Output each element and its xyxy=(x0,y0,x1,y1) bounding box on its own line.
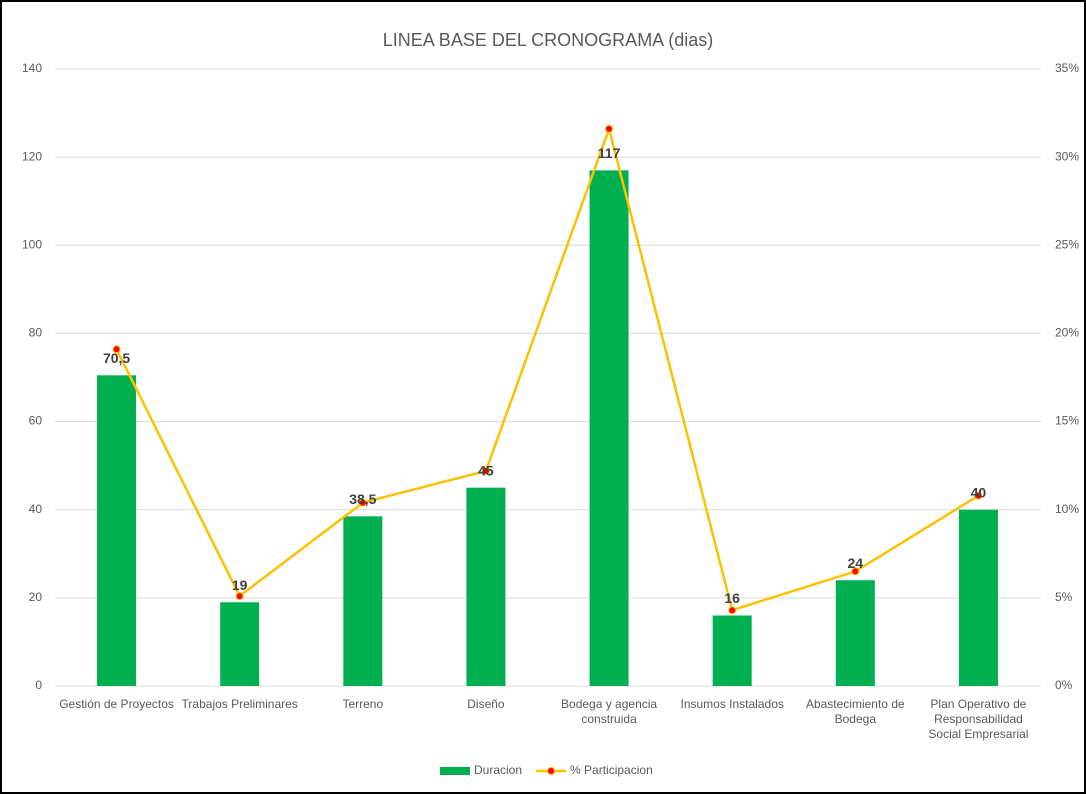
y-tick-label: 0 xyxy=(35,678,42,692)
bar xyxy=(343,516,383,686)
line-marker xyxy=(235,592,244,601)
y2-tick-label: 30% xyxy=(1055,149,1079,163)
y-tick-label: 140 xyxy=(22,61,42,75)
y2-tick-label: 35% xyxy=(1055,61,1079,75)
legend-label: Duracion xyxy=(474,763,522,777)
y-tick-label: 40 xyxy=(29,502,43,516)
bar xyxy=(220,602,260,686)
line-marker xyxy=(728,606,737,615)
data-label: 19 xyxy=(232,577,248,593)
bar xyxy=(466,487,506,686)
legend-swatch xyxy=(440,767,470,775)
y-tick-label: 20 xyxy=(29,590,43,604)
y2-tick-label: 25% xyxy=(1055,237,1079,251)
data-label: 40 xyxy=(971,484,987,500)
y-tick-label: 60 xyxy=(29,414,43,428)
y2-tick-label: 10% xyxy=(1055,502,1079,516)
x-tick-label: Diseño xyxy=(467,697,505,711)
data-label: 45 xyxy=(478,462,494,478)
data-label: 38,5 xyxy=(349,491,376,507)
data-label: 70,5 xyxy=(103,350,130,366)
line-marker xyxy=(112,345,121,354)
legend-marker xyxy=(547,767,556,775)
x-tick-label: Trabajos Preliminares xyxy=(181,697,298,711)
y2-tick-label: 15% xyxy=(1055,414,1079,428)
line-marker xyxy=(974,491,983,500)
bar xyxy=(835,580,875,686)
y2-tick-label: 5% xyxy=(1055,590,1073,604)
y-tick-label: 120 xyxy=(22,149,42,163)
bar xyxy=(97,375,137,686)
line-marker xyxy=(481,466,490,475)
data-label: 24 xyxy=(848,555,864,571)
x-tick-label: Gestión de Proyectos xyxy=(59,697,174,711)
x-tick-label: Plan Operativo de Responsabilidad Social… xyxy=(928,697,1029,741)
x-tick-label: Terreno xyxy=(342,697,384,711)
data-label: 117 xyxy=(598,145,621,161)
line-marker xyxy=(358,498,367,507)
x-tick-label: Insumos Instalados xyxy=(680,697,784,711)
line-marker xyxy=(851,567,860,576)
x-tick-label: Bodega y agencia construida xyxy=(561,697,658,726)
y-tick-label: 80 xyxy=(29,326,43,340)
y2-tick-label: 20% xyxy=(1055,326,1079,340)
chart-title: LINEA BASE DEL CRONOGRAMA (dias) xyxy=(383,30,713,50)
x-tick-label: Abastecimiento de Bodega xyxy=(805,697,905,726)
bar xyxy=(712,615,752,686)
y-tick-label: 100 xyxy=(22,237,42,251)
bar xyxy=(589,170,629,687)
y2-tick-label: 0% xyxy=(1055,678,1073,692)
line-marker xyxy=(605,124,614,133)
line xyxy=(115,124,980,612)
bar xyxy=(958,509,998,686)
data-label: 16 xyxy=(724,590,740,606)
legend-label: % Participacion xyxy=(570,763,653,777)
